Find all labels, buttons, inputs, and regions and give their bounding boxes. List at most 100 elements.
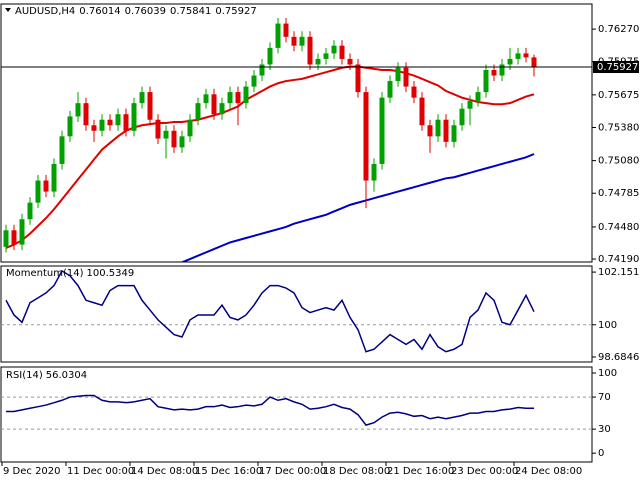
candle-body [275, 23, 281, 48]
momentum-value: 100.5349 [87, 268, 135, 279]
x-tick-label: 17 Dec 00:00 [259, 466, 326, 477]
symbol: AUDUSD,H4 [15, 6, 75, 17]
candle-body [267, 47, 273, 65]
candle-body [403, 67, 409, 87]
candle-body [107, 119, 113, 126]
candle-body [467, 100, 473, 109]
y-tick-label: 98.6846 [598, 352, 639, 363]
candle-body [387, 81, 393, 98]
momentum-header: Momentum(14) 100.5349 [6, 268, 134, 279]
candle-body [411, 86, 417, 98]
y-tick-label: 0 [598, 448, 604, 459]
candle-body [259, 64, 265, 76]
rsi-header: RSI(14) 56.0304 [6, 370, 87, 381]
candle-body [299, 36, 305, 46]
candle-body [251, 75, 257, 87]
close-value: 0.75927 [215, 6, 256, 17]
candle-body [363, 92, 369, 181]
x-tick-label: 23 Dec 00:00 [451, 466, 518, 477]
candle-body [379, 97, 385, 164]
y-tick-label: 30 [598, 424, 611, 435]
panel-frame [0, 265, 593, 363]
candle-body [307, 36, 313, 65]
y-tick-label: 0.75380 [598, 122, 639, 133]
x-tick-label: 9 Dec 2020 [3, 466, 61, 477]
candle-body [315, 58, 321, 65]
candle-body [427, 125, 433, 137]
candle-body [283, 23, 289, 37]
y-tick-label: 0.76270 [598, 24, 639, 35]
x-tick-label: 11 Dec 00:00 [67, 466, 134, 477]
y-tick-label: 0.74480 [598, 222, 639, 233]
candle-body [435, 119, 441, 137]
y-tick-label: 0.74190 [598, 254, 639, 265]
panel-frame [0, 3, 593, 263]
open-value: 0.76014 [79, 6, 120, 17]
candle-body [171, 130, 177, 148]
candle-body [75, 103, 81, 117]
candle-body [451, 125, 457, 142]
moving-average [5, 65, 535, 249]
rsi-title: RSI(14) [6, 370, 43, 381]
candle-body [515, 53, 521, 59]
y-tick-label: 0.75080 [598, 156, 639, 167]
candle-body [507, 58, 513, 65]
candle-body [163, 130, 169, 139]
y-tick-label: 100 [598, 320, 617, 331]
high-value: 0.76039 [125, 6, 166, 17]
candle-body [475, 92, 481, 101]
candle-body [179, 136, 185, 148]
y-tick-label: 100 [598, 368, 617, 379]
candle-body [443, 119, 449, 142]
candle-body [83, 103, 89, 126]
candle-body [35, 180, 41, 203]
candle-body [99, 119, 105, 131]
candle-body [323, 53, 329, 59]
candle-body [483, 69, 489, 93]
candle-body [123, 114, 129, 131]
candle-body [491, 69, 497, 76]
candle-body [219, 103, 225, 115]
panel-clip [3, 18, 537, 262]
candle-body [43, 180, 49, 192]
indicator-line [5, 269, 535, 353]
candle-body [187, 119, 193, 137]
panel-clip [1, 394, 592, 430]
candle-body [371, 163, 377, 181]
low-value: 0.75841 [170, 6, 211, 17]
candle-body [395, 67, 401, 82]
moving-average [181, 153, 535, 262]
candle-body [67, 116, 73, 137]
candle-body [131, 103, 137, 131]
candle-body [419, 97, 425, 126]
candle-body [243, 86, 249, 104]
candle-body [459, 108, 465, 126]
candle-body [331, 45, 337, 54]
menu-arrow [5, 8, 11, 12]
x-tick-label: 21 Dec 16:00 [387, 466, 454, 477]
plot-layer: 0.762700.759750.756750.753800.750800.747… [0, 3, 640, 477]
candle-body [91, 125, 97, 131]
candle-body [347, 58, 353, 65]
candle-body [203, 94, 209, 104]
panel-clip [1, 269, 592, 353]
candle-body [19, 219, 25, 245]
candle-body [235, 92, 241, 104]
y-tick-label: 0.74785 [598, 188, 639, 199]
candle-body [211, 94, 217, 115]
candle-body [3, 230, 9, 247]
candle-body [155, 119, 161, 139]
candle-body [227, 92, 233, 104]
candle-body [291, 36, 297, 46]
momentum-title: Momentum(14) [6, 268, 84, 279]
candle-body [531, 57, 537, 68]
y-tick-label: 102.1513 [598, 267, 640, 278]
candle-body [355, 64, 361, 93]
candle-body [339, 45, 345, 59]
candle-body [139, 92, 145, 104]
y-tick-label: 0.75675 [598, 90, 639, 101]
candle-body [147, 92, 153, 120]
